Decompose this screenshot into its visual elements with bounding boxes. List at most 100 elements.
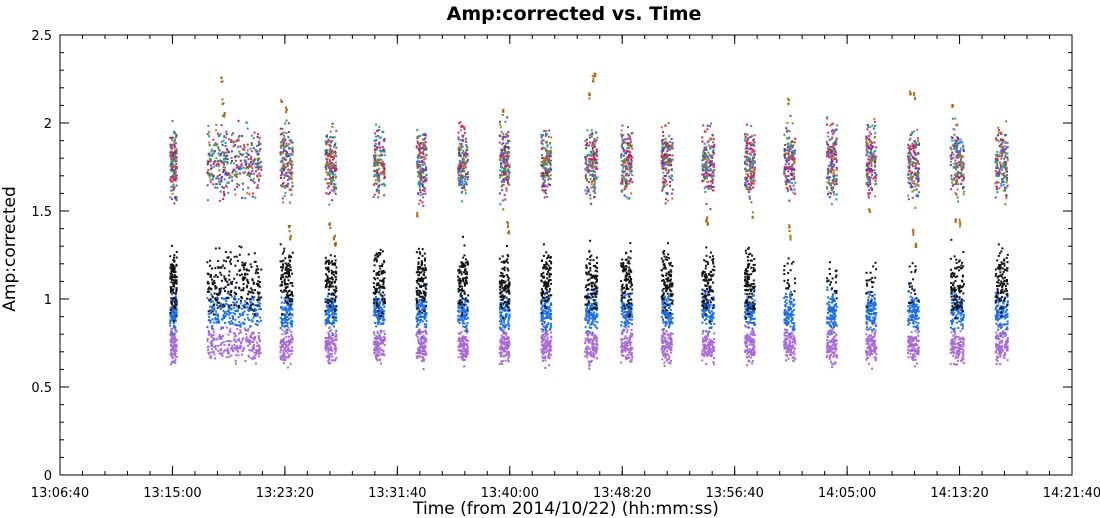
data-point — [286, 165, 289, 168]
data-point — [215, 177, 218, 180]
data-point — [174, 276, 177, 279]
data-point — [373, 309, 376, 312]
data-point — [252, 343, 255, 346]
data-point — [501, 174, 504, 177]
data-point — [458, 283, 461, 286]
data-point — [545, 316, 548, 319]
data-point — [422, 316, 425, 319]
data-point — [221, 151, 224, 154]
data-point — [327, 306, 330, 309]
data-point — [286, 154, 289, 157]
data-point — [211, 278, 214, 281]
data-point — [540, 141, 543, 144]
data-point — [224, 156, 227, 159]
data-point — [229, 262, 232, 265]
data-point — [550, 318, 553, 321]
data-point — [170, 270, 173, 273]
data-point — [175, 156, 178, 159]
data-point — [465, 331, 468, 334]
data-point — [220, 179, 223, 182]
data-point — [209, 259, 212, 262]
data-point — [231, 317, 234, 320]
data-point — [250, 143, 253, 146]
data-point — [421, 311, 424, 314]
data-point — [173, 202, 176, 205]
data-point — [172, 320, 175, 323]
data-point — [550, 312, 553, 315]
data-point — [238, 269, 241, 272]
data-point — [233, 332, 236, 335]
data-point — [458, 349, 461, 352]
data-point — [593, 288, 596, 291]
data-point — [324, 347, 327, 350]
data-point — [286, 144, 289, 147]
data-point — [550, 335, 553, 338]
data-point — [585, 347, 588, 350]
data-point — [289, 297, 292, 300]
data-point — [252, 309, 255, 312]
data-point — [216, 320, 219, 323]
data-point — [218, 305, 221, 308]
data-point — [374, 162, 377, 165]
data-point — [326, 341, 329, 344]
data-point — [549, 303, 552, 306]
data-point — [503, 354, 506, 357]
data-point — [375, 260, 378, 263]
data-point — [463, 291, 466, 294]
data-point — [375, 272, 378, 275]
data-point — [383, 293, 386, 296]
data-point — [461, 354, 464, 357]
data-point — [462, 170, 465, 173]
data-point — [328, 304, 331, 307]
data-point — [324, 286, 327, 289]
data-point — [424, 266, 427, 269]
data-point — [501, 351, 504, 354]
data-point — [547, 183, 550, 186]
data-point — [170, 336, 173, 339]
data-point — [288, 254, 291, 257]
data-point — [333, 262, 336, 265]
data-point — [506, 348, 509, 351]
data-point — [416, 293, 419, 296]
data-point — [547, 322, 550, 325]
data-point — [283, 163, 286, 166]
data-point — [240, 296, 243, 299]
data-point — [585, 307, 588, 310]
data-point — [374, 170, 377, 173]
data-point — [584, 355, 587, 358]
data-point — [282, 318, 285, 321]
data-point — [212, 283, 215, 286]
data-point — [502, 178, 505, 181]
data-point — [283, 326, 286, 329]
data-point — [380, 150, 383, 153]
data-point — [169, 312, 172, 315]
data-point — [331, 355, 334, 358]
data-point — [256, 153, 259, 156]
data-point — [282, 147, 285, 150]
data-point — [242, 289, 245, 292]
data-point — [284, 308, 287, 311]
data-point — [423, 144, 426, 147]
data-point — [506, 258, 509, 261]
data-point — [173, 304, 176, 307]
data-point — [465, 273, 468, 276]
data-point — [544, 148, 547, 151]
data-point — [245, 340, 248, 343]
data-point — [503, 346, 506, 349]
data-point — [541, 315, 544, 318]
data-point — [375, 168, 378, 171]
data-point — [378, 179, 381, 182]
data-point — [502, 153, 505, 156]
data-point — [172, 299, 175, 302]
data-point — [215, 338, 218, 341]
data-point — [382, 295, 385, 298]
data-point — [589, 267, 592, 270]
data-point — [505, 142, 508, 145]
data-point — [382, 353, 385, 356]
data-point — [540, 308, 543, 311]
data-point — [416, 318, 419, 321]
data-point — [256, 341, 259, 344]
data-point — [375, 304, 378, 307]
data-point — [325, 260, 328, 263]
data-point — [462, 135, 465, 138]
